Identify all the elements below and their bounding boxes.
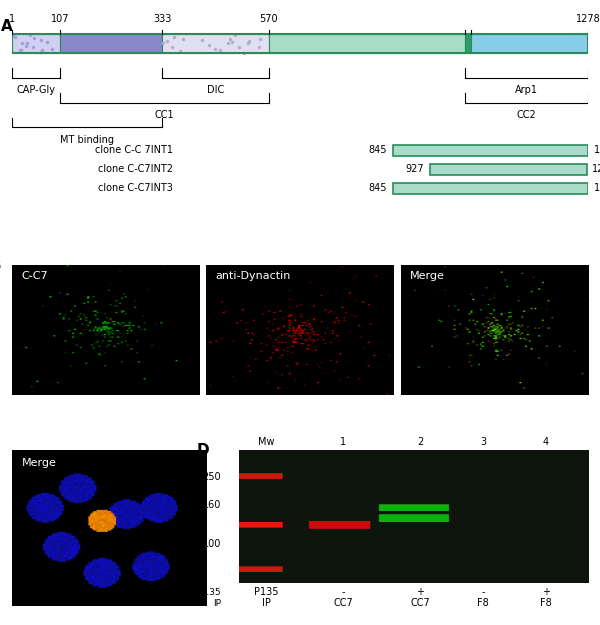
Text: 845: 845: [368, 183, 387, 193]
Text: 3: 3: [480, 438, 486, 448]
Text: CAP-Gly: CAP-Gly: [17, 86, 56, 96]
Text: Mw: Mw: [259, 438, 275, 448]
Text: 2: 2: [417, 438, 424, 448]
Text: F8: F8: [540, 598, 552, 608]
Text: F8: F8: [478, 598, 489, 608]
Text: Merge: Merge: [22, 458, 56, 468]
Text: clone C-C7INT3: clone C-C7INT3: [98, 183, 173, 193]
Text: IP: IP: [213, 599, 221, 608]
Text: MT binding: MT binding: [60, 135, 114, 145]
Text: clone C-C7INT2: clone C-C7INT2: [98, 164, 173, 174]
Bar: [13, 34, 60, 53]
Text: 1: 1: [340, 438, 347, 448]
Text: CC7: CC7: [410, 598, 430, 608]
Text: 1006: 1006: [0, 624, 1, 625]
Text: DIC: DIC: [207, 86, 224, 96]
Text: 4: 4: [543, 438, 549, 448]
Text: A: A: [1, 19, 12, 34]
Text: Arp1: Arp1: [515, 86, 538, 96]
Text: B: B: [0, 258, 1, 273]
Text: IP: IP: [262, 598, 271, 608]
Text: 250: 250: [203, 472, 221, 482]
Bar: [430, 164, 587, 175]
Text: 1278: 1278: [594, 145, 600, 155]
Bar: [393, 182, 588, 194]
Text: 1275: 1275: [592, 164, 600, 174]
Text: CC2: CC2: [517, 110, 536, 120]
Text: P135: P135: [199, 588, 221, 597]
Text: -: -: [481, 588, 485, 598]
Bar: [466, 34, 471, 53]
Text: 1278: 1278: [575, 14, 600, 24]
Text: 1019: 1019: [0, 624, 1, 625]
Text: 570: 570: [260, 14, 278, 24]
Text: CC7: CC7: [334, 598, 353, 608]
Text: 107: 107: [51, 14, 70, 24]
Text: CC1: CC1: [155, 110, 175, 120]
Text: Merge: Merge: [410, 271, 445, 281]
Text: +: +: [542, 588, 550, 598]
Text: C-C7: C-C7: [22, 271, 48, 281]
Text: 160: 160: [203, 500, 221, 510]
Text: 333: 333: [153, 14, 171, 24]
Text: D: D: [197, 442, 209, 458]
Text: +: +: [416, 588, 424, 598]
Text: 927: 927: [406, 164, 424, 174]
Text: -: -: [342, 588, 345, 598]
Text: anti-Dynactin: anti-Dynactin: [216, 271, 291, 281]
Text: clone C-C 7INT1: clone C-C 7INT1: [95, 145, 173, 155]
Text: 845: 845: [368, 145, 387, 155]
Text: 1: 1: [10, 14, 16, 24]
Text: 1278: 1278: [594, 183, 600, 193]
Bar: [393, 144, 588, 156]
Text: 100: 100: [203, 539, 221, 549]
Text: P135: P135: [254, 588, 279, 598]
